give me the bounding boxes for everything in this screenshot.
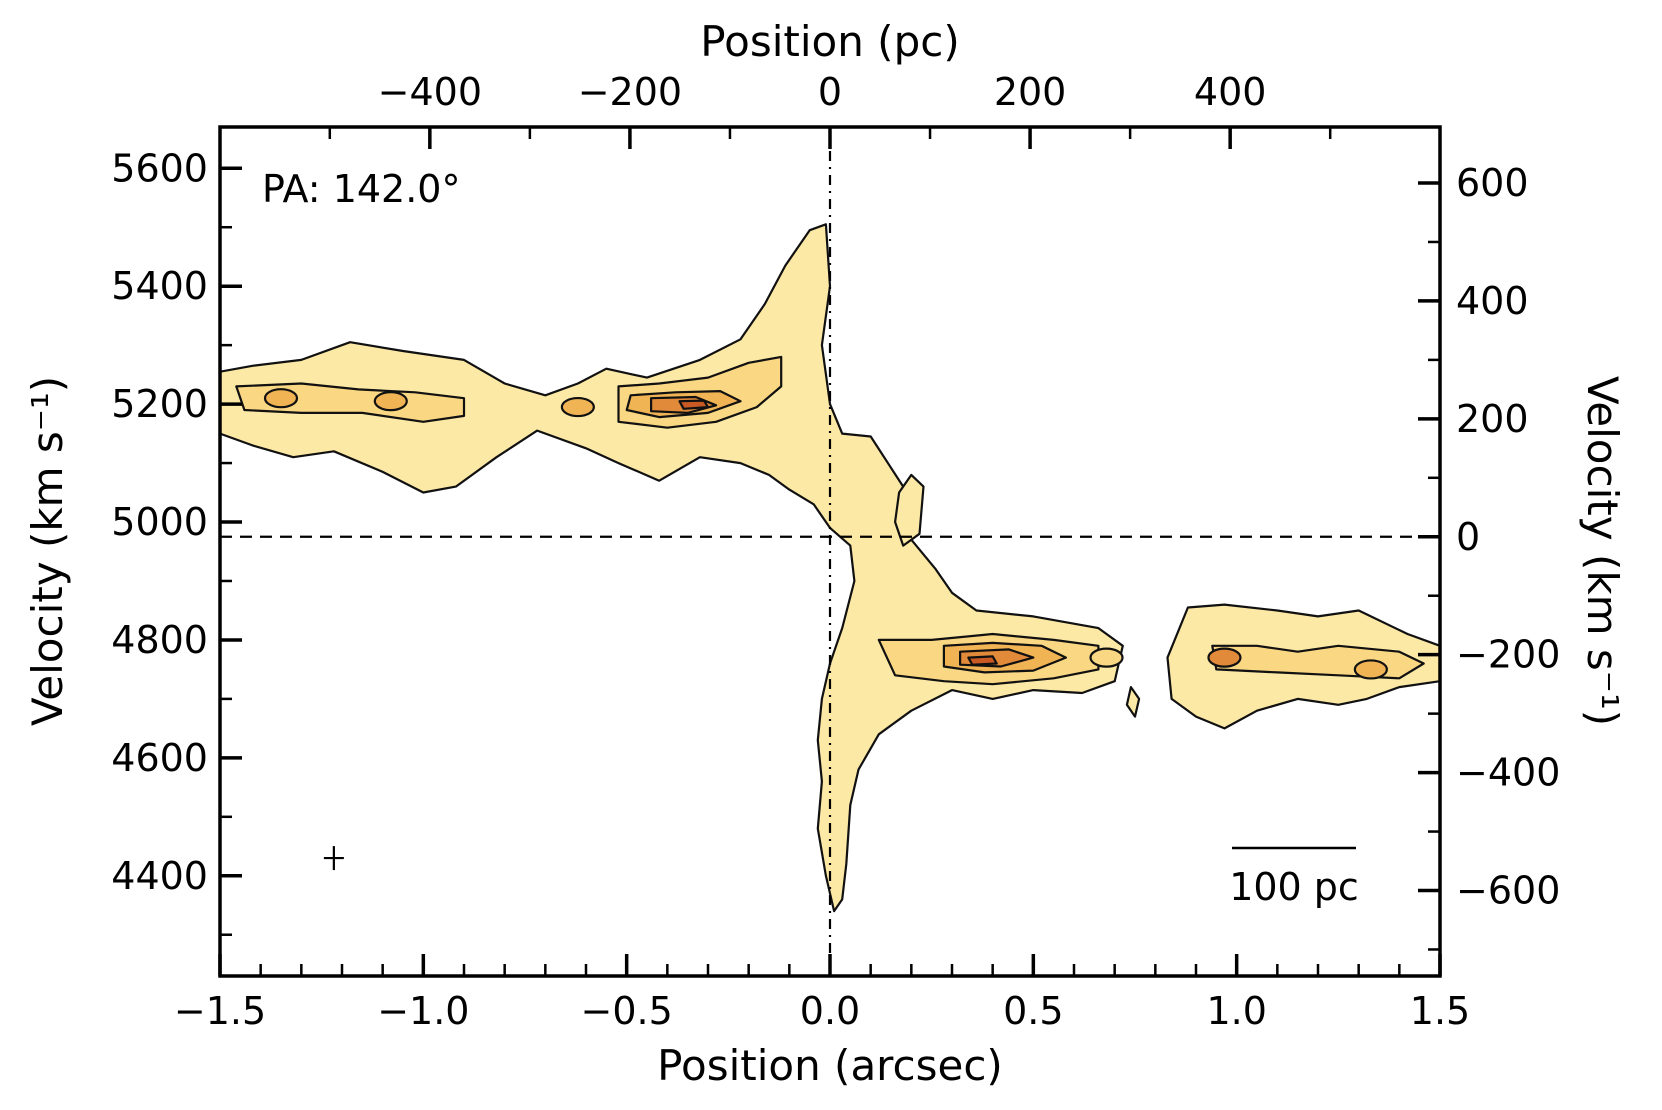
y-left-axis-title: Velocity (km s⁻¹) — [23, 376, 72, 726]
contour-region-level-1 — [894, 473, 925, 547]
scale-bar-label: 100 pc — [1229, 865, 1359, 909]
x-top-tick-label: −400 — [378, 70, 482, 114]
contour-region-level-1 — [1125, 686, 1141, 718]
y-right-tick-label: −600 — [1456, 869, 1560, 913]
x-bottom-tick-label: 1.5 — [1410, 989, 1470, 1033]
x-top-tick-label: 400 — [1194, 70, 1267, 114]
y-right-tick-label: 400 — [1456, 279, 1529, 323]
y-left-tick-label: 4600 — [111, 736, 208, 780]
x-bottom-tick-label: 0.0 — [800, 989, 860, 1033]
x-top-tick-label: −200 — [578, 70, 682, 114]
y-right-tick-label: −400 — [1456, 751, 1560, 795]
y-left-tick-label: 5400 — [111, 264, 208, 308]
y-left-tick-label: 5600 — [111, 146, 208, 190]
x-bottom-axis-title: Position (arcsec) — [657, 1041, 1003, 1090]
y-right-tick-label: −200 — [1456, 633, 1560, 677]
contour-region-level-5 — [678, 399, 710, 410]
y-left-tick-label: 4400 — [111, 854, 208, 898]
emission-knot — [263, 388, 299, 409]
pa-annotation: PA: 142.0° — [262, 167, 460, 211]
emission-knot — [1207, 647, 1242, 668]
y-right-axis-title: Velocity (km s⁻¹) — [1578, 376, 1627, 726]
contour-region-level-1 — [220, 223, 1124, 913]
y-right-tick-label: 0 — [1456, 515, 1480, 559]
emission-knot — [373, 391, 408, 412]
emission-knot — [1353, 659, 1388, 680]
emission-knot — [1089, 647, 1124, 668]
y-left-tick-label: 5000 — [111, 500, 208, 544]
right-axis-ticks: −600 −400 −200 0 200 400 600 — [1418, 161, 1560, 951]
contour-region-level-5 — [967, 655, 998, 666]
top-axis-ticks: −400 −200 0 200 400 — [328, 70, 1332, 149]
x-bottom-tick-label: −1.0 — [377, 989, 469, 1033]
y-right-tick-label: 600 — [1456, 161, 1529, 205]
x-bottom-tick-label: −1.5 — [174, 989, 266, 1033]
x-top-tick-label: 200 — [994, 70, 1067, 114]
emission-contours — [220, 223, 1440, 913]
x-bottom-tick-label: −0.5 — [581, 989, 673, 1033]
x-top-axis-title: Position (pc) — [700, 17, 959, 66]
emission-knot — [560, 396, 595, 418]
y-left-tick-label: 4800 — [111, 618, 208, 662]
y-right-tick-label: 200 — [1456, 397, 1529, 441]
x-bottom-tick-label: 1.0 — [1206, 989, 1266, 1033]
x-top-tick-label: 0 — [818, 70, 842, 114]
left-axis-ticks: 4400 4600 4800 5000 5200 5400 5600 — [111, 146, 242, 936]
beam-marker-cross — [323, 846, 344, 871]
y-left-tick-label: 5200 — [111, 382, 208, 426]
x-bottom-tick-label: 0.5 — [1003, 989, 1063, 1033]
bottom-axis-ticks: −1.5 −1.0 −0.5 0.0 0.5 1.0 1.5 — [174, 954, 1470, 1033]
